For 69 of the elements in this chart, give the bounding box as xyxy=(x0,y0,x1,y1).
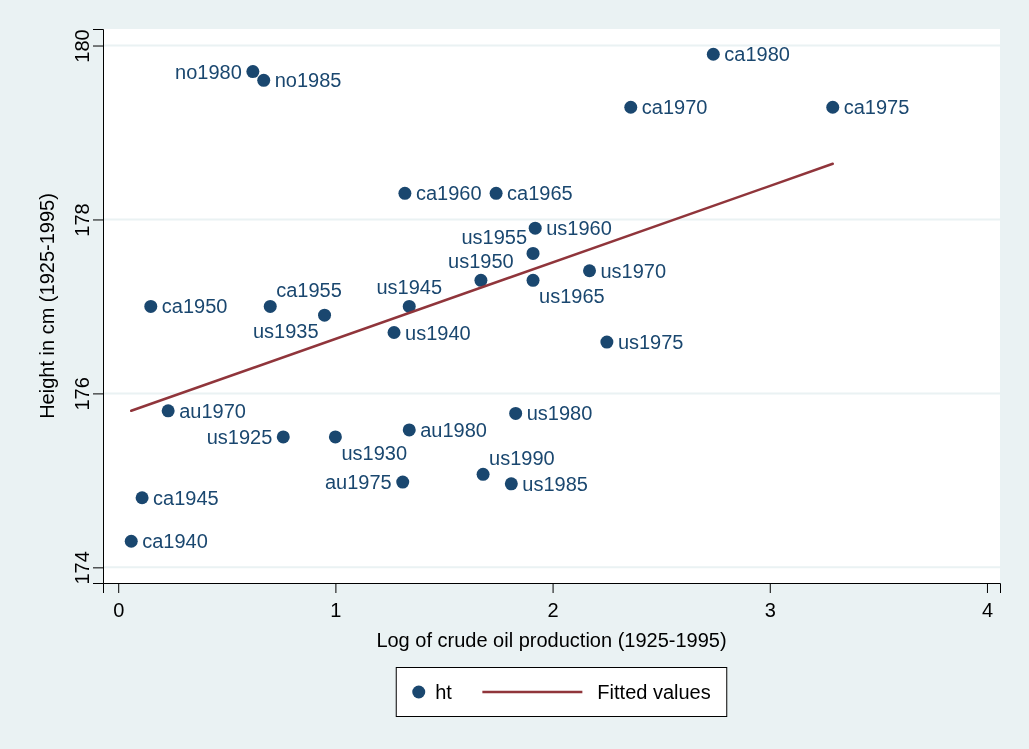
data-label: us1980 xyxy=(526,402,593,425)
data-label: au1980 xyxy=(420,418,487,441)
point xyxy=(583,264,597,278)
point xyxy=(161,404,175,418)
data-label: us1945 xyxy=(376,276,443,299)
x-tick-label: 2 xyxy=(547,599,559,622)
data-label: us1970 xyxy=(600,259,667,282)
point xyxy=(398,186,412,200)
point xyxy=(246,65,260,79)
point xyxy=(489,186,503,200)
data-label: ca1940 xyxy=(142,530,208,553)
data-label: no1985 xyxy=(274,69,342,92)
data-label: au1975 xyxy=(324,471,392,494)
point xyxy=(706,47,720,61)
legend-label: ht xyxy=(435,681,453,703)
data-label: ca1945 xyxy=(153,486,219,509)
x-tick-label: 4 xyxy=(981,599,994,622)
data-label: us1950 xyxy=(448,250,514,273)
point xyxy=(600,335,614,349)
data-label: us1990 xyxy=(489,447,555,470)
point xyxy=(276,430,290,444)
data-label: ca1960 xyxy=(415,182,482,205)
point xyxy=(124,534,138,548)
point xyxy=(402,299,416,313)
point xyxy=(263,299,277,313)
data-label: no1980 xyxy=(175,60,242,83)
data-label: us1965 xyxy=(539,285,605,308)
point xyxy=(624,100,638,114)
point xyxy=(135,491,149,505)
point xyxy=(826,100,840,114)
data-label: us1960 xyxy=(546,217,612,240)
data-label: us1940 xyxy=(405,321,471,344)
point xyxy=(474,273,488,287)
x-tick-label: 0 xyxy=(113,599,125,622)
data-label: us1925 xyxy=(206,425,273,448)
x-axis-title: Log of crude oil production (1925-1995) xyxy=(376,629,727,651)
data-label: ca1965 xyxy=(507,182,573,205)
y-tick-label: 178 xyxy=(71,203,93,237)
point xyxy=(509,406,523,420)
data-label: us1975 xyxy=(617,331,684,354)
point xyxy=(387,326,401,340)
point xyxy=(504,477,518,491)
data-label: ca1955 xyxy=(276,279,342,302)
data-label: au1970 xyxy=(179,399,246,422)
legend-label: Fitted values xyxy=(597,681,711,703)
y-tick-label: 174 xyxy=(71,551,93,585)
y-axis-title: Height in cm (1925-1995) xyxy=(36,193,58,419)
y-tick-label: 180 xyxy=(71,29,93,63)
y-tick-label: 176 xyxy=(71,377,93,411)
x-tick-label: 3 xyxy=(764,599,776,622)
point xyxy=(318,308,332,322)
point xyxy=(328,430,342,444)
data-label: us1955 xyxy=(461,226,528,249)
data-label: us1930 xyxy=(341,441,408,464)
data-label: us1985 xyxy=(522,472,588,495)
x-tick-label: 1 xyxy=(330,599,342,622)
data-label: ca1950 xyxy=(161,295,228,318)
point xyxy=(476,467,490,481)
data-label: ca1975 xyxy=(843,96,910,119)
data-label: ca1980 xyxy=(724,43,790,66)
point xyxy=(402,423,416,437)
data-label: us1935 xyxy=(252,320,319,343)
point xyxy=(396,475,410,489)
point xyxy=(144,299,158,313)
point xyxy=(526,273,540,287)
point xyxy=(257,73,271,87)
point xyxy=(528,221,542,235)
data-label: ca1970 xyxy=(641,96,708,119)
point xyxy=(526,246,540,260)
